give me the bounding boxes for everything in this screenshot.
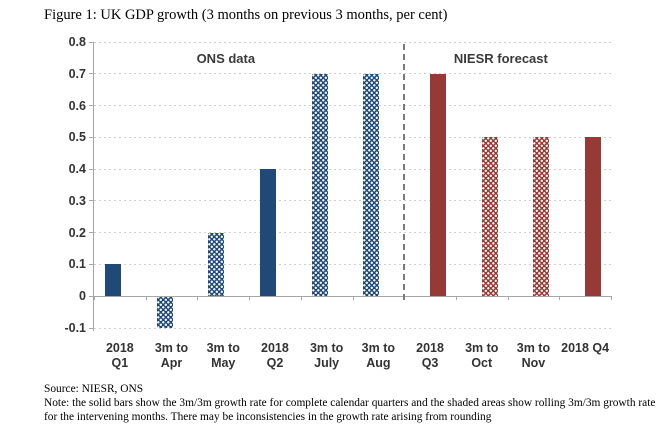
y-axis-tick [89, 327, 94, 329]
x-category-label-2018-q4: 2018 Q4 [559, 341, 611, 356]
x-category-label-line: 3m to [154, 341, 189, 355]
y-axis-tick [89, 263, 94, 265]
y-axis-tick-label: 0.3 [68, 193, 86, 208]
y-gridline [94, 232, 611, 234]
source-line: Source: NIESR, ONS [44, 383, 144, 395]
figure-title: Figure 1: UK GDP growth (3 months on pre… [44, 7, 448, 23]
y-axis-tick-label: 0.1 [68, 257, 86, 272]
x-category-label-line: 2018 [416, 341, 444, 355]
y-gridline [94, 263, 611, 265]
x-category-label-line: Oct [471, 356, 493, 370]
y-axis-tick-label: 0.4 [68, 162, 86, 177]
bar-3m-to-oct [481, 137, 498, 297]
x-axis-tick [94, 296, 95, 301]
y-axis-tick [89, 232, 94, 234]
y-axis-tick [89, 295, 94, 297]
bar-3m-to-may [208, 232, 225, 297]
x-category-label-line: 3m to [309, 341, 344, 355]
x-axis-tick [352, 296, 354, 301]
y-axis-tick [89, 105, 94, 107]
x-category-label-line: 2018 Q4 [561, 341, 610, 355]
y-gridline [94, 41, 611, 43]
x-axis-tick [611, 296, 612, 301]
y-axis-tick-label: -0.1 [64, 321, 86, 335]
x-axis-tick [559, 296, 561, 301]
x-axis-tick [197, 296, 199, 301]
bar-3m-to-aug [363, 73, 380, 297]
x-category-label-2018-q1: 2018 Q1 [94, 341, 146, 371]
x-axis-tick [455, 296, 457, 301]
x-category-label-line: 2018 [261, 341, 289, 355]
bar-2018-q2 [259, 169, 276, 297]
x-category-label-3m-to-oct: 3m to Oct [456, 341, 508, 371]
x-axis-tick [145, 296, 147, 301]
y-axis-tick-label: 0.7 [68, 66, 86, 81]
note-line: Note: the solid bars show the 3m/3m grow… [44, 396, 656, 423]
y-gridline [94, 105, 611, 107]
y-axis-line [93, 42, 94, 331]
x-category-label-line: 3m to [516, 341, 551, 355]
x-category-label-3m-to-may: 3m to May [197, 341, 249, 371]
x-category-label-line: May [211, 356, 236, 370]
x-category-label-line: 3m to [361, 341, 396, 355]
y-axis-tick-label: 0.5 [68, 130, 86, 145]
x-category-label-line: Nov [521, 356, 546, 370]
x-category-label-line: Aug [366, 356, 391, 370]
x-category-label-3m-to-aug: 3m to Aug [353, 341, 405, 371]
niesr-forecast-label: NIESR forecast [453, 51, 548, 66]
y-axis-tick-label: 0.8 [68, 35, 86, 49]
x-category-label-line: 2018 [105, 341, 134, 355]
x-axis-tick [300, 296, 302, 301]
x-axis-tick [249, 296, 251, 301]
x-category-label-3m-to-apr: 3m to Apr [146, 341, 198, 371]
x-category-label-3m-to-nov: 3m to Nov [508, 341, 560, 371]
y-axis-tick-label: 0.6 [68, 98, 86, 113]
figure-footnote: Source: NIESR, ONS Note: the solid bars … [44, 383, 670, 424]
y-axis-tick [89, 136, 94, 138]
bar-2018-q3 [430, 73, 447, 297]
x-category-label-3m-to-july: 3m to July [301, 341, 353, 371]
y-axis-tick [89, 73, 94, 75]
bar-3m-to-apr [156, 296, 173, 328]
bar-3m-to-july [311, 73, 328, 297]
x-category-label-line: Apr [160, 356, 183, 370]
y-axis-tick [89, 200, 94, 202]
x-category-label-line: 3m to [465, 341, 499, 355]
y-axis-tick [89, 41, 94, 43]
y-axis-tick [89, 168, 94, 170]
bar-3m-to-nov [533, 137, 550, 297]
x-category-label-2018-q2: 2018 Q2 [249, 341, 301, 371]
ons-data-label: ONS data [196, 51, 256, 66]
x-axis-tick [507, 296, 509, 301]
x-category-label-2018-q3: 2018 Q3 [404, 341, 456, 371]
y-axis-tick-label: 0 [79, 289, 86, 304]
y-gridline [94, 200, 611, 202]
bar-2018-q4 [585, 137, 602, 297]
y-gridline [94, 327, 611, 329]
x-category-label-line: July [314, 356, 340, 370]
x-category-label-line: Q1 [111, 356, 129, 370]
x-category-label-line: Q3 [421, 356, 439, 370]
y-gridline [94, 168, 611, 170]
x-category-label-line: 3m to [206, 341, 240, 355]
x-category-label-line: Q2 [266, 356, 284, 370]
y-gridline [94, 136, 611, 138]
bar-2018-q1 [104, 264, 121, 297]
forecast-divider-line [403, 44, 406, 302]
y-axis-tick-label: 0.2 [68, 225, 86, 240]
y-gridline [94, 73, 611, 75]
